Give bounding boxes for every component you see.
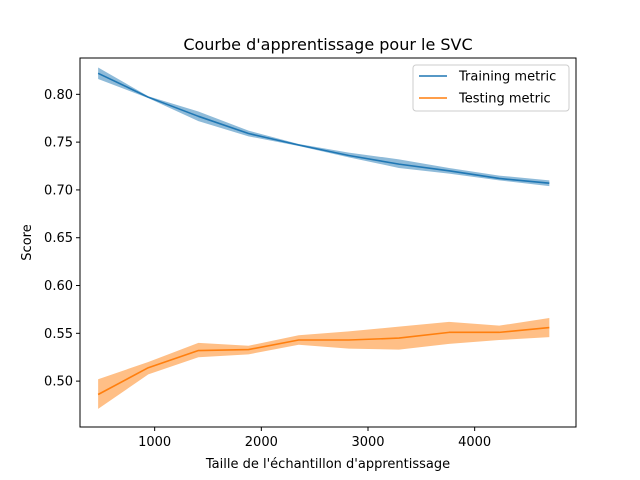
x-tick-label: 1000 xyxy=(138,435,171,450)
y-tick-label: 0.55 xyxy=(44,327,73,342)
chart-title: Courbe d'apprentissage pour le SVC xyxy=(183,35,472,54)
x-axis-label: Taille de l'échantillon d'apprentissage xyxy=(205,457,450,472)
plot-area-frame xyxy=(79,57,577,428)
y-tick-label: 0.50 xyxy=(44,375,73,390)
y-tick-label: 0.70 xyxy=(44,183,73,198)
y-tick-label: 0.75 xyxy=(44,136,73,151)
confidence-band-1 xyxy=(98,318,550,409)
confidence-bands xyxy=(98,67,550,409)
legend-box xyxy=(412,64,570,112)
legend: Training metric Testing metric xyxy=(412,64,570,112)
series-line-0 xyxy=(97,72,550,185)
x-tick-label: 3000 xyxy=(351,435,384,450)
series-line-1 xyxy=(97,326,550,396)
y-axis-ticks: 0.50 0.55 0.60 0.65 0.70 0.75 0.80 xyxy=(44,88,80,390)
x-tick-label: 2000 xyxy=(245,435,278,450)
y-axis-label: Score xyxy=(20,224,35,260)
legend-label-0: Training metric xyxy=(458,70,556,85)
legend-label-1: Testing metric xyxy=(458,92,551,107)
y-tick-label: 0.80 xyxy=(44,88,73,103)
series-lines xyxy=(97,72,550,396)
y-tick-label: 0.65 xyxy=(44,231,73,246)
x-axis-ticks: 1000 2000 3000 4000 xyxy=(138,427,491,450)
x-tick-label: 4000 xyxy=(458,435,491,450)
y-tick-label: 0.60 xyxy=(44,279,73,294)
